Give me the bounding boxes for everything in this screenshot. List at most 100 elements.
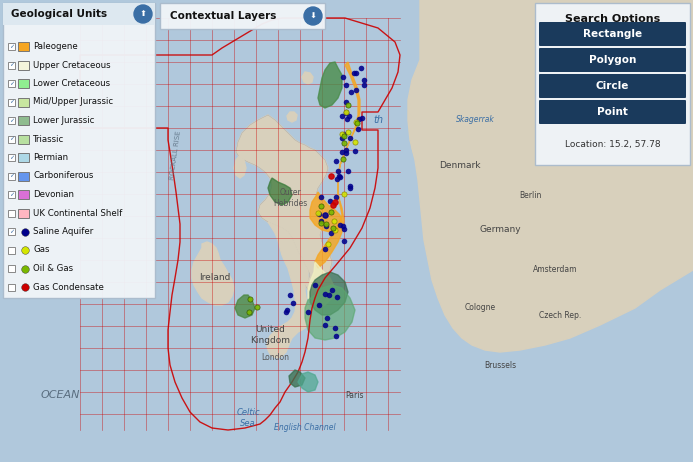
Point <box>244 308 255 316</box>
FancyBboxPatch shape <box>539 74 686 98</box>
Polygon shape <box>267 222 310 358</box>
Text: Skagerrak: Skagerrak <box>455 116 494 124</box>
Point <box>281 309 292 316</box>
Polygon shape <box>310 272 348 315</box>
Point <box>331 193 342 200</box>
Text: Location: 15.2, 57.78: Location: 15.2, 57.78 <box>565 140 660 150</box>
Point <box>350 69 361 76</box>
Point <box>315 217 326 225</box>
Bar <box>18 97 29 107</box>
Point <box>334 221 345 228</box>
Polygon shape <box>234 155 246 178</box>
Point <box>337 112 348 120</box>
Point <box>342 168 353 175</box>
Point <box>315 202 326 209</box>
Point <box>325 172 336 179</box>
Bar <box>18 61 29 69</box>
Point <box>328 224 339 231</box>
Point <box>352 120 363 127</box>
Point <box>329 325 340 332</box>
Point <box>327 202 338 209</box>
Polygon shape <box>192 242 234 305</box>
Bar <box>8 154 15 161</box>
Polygon shape <box>235 295 255 318</box>
Point <box>330 226 341 234</box>
Point <box>319 290 331 298</box>
Point <box>344 112 355 120</box>
Point <box>341 146 352 154</box>
Text: ✓: ✓ <box>9 62 14 67</box>
FancyBboxPatch shape <box>539 22 686 46</box>
Point <box>319 211 331 219</box>
Point <box>338 225 349 232</box>
Point <box>326 286 337 293</box>
Text: Polygon: Polygon <box>589 55 636 65</box>
Text: English Channel: English Channel <box>274 424 336 432</box>
Point <box>310 281 321 288</box>
Point <box>341 108 352 116</box>
Circle shape <box>134 5 152 23</box>
Point <box>344 184 356 191</box>
Point <box>331 332 342 340</box>
Bar <box>18 42 29 51</box>
Text: th: th <box>373 115 383 125</box>
Text: ⬆: ⬆ <box>139 10 146 18</box>
Point <box>331 157 342 164</box>
Bar <box>8 98 15 105</box>
FancyBboxPatch shape <box>535 3 690 165</box>
Text: Lower Jurassic: Lower Jurassic <box>33 116 94 125</box>
Text: ✓: ✓ <box>9 81 14 86</box>
Text: Amsterdam: Amsterdam <box>533 266 577 274</box>
Point <box>324 198 335 205</box>
Point <box>342 102 353 109</box>
FancyBboxPatch shape <box>539 48 686 72</box>
Text: ROCKALL RISE: ROCKALL RISE <box>168 130 182 180</box>
Point <box>353 126 364 133</box>
Point <box>245 295 256 302</box>
Point <box>340 98 351 105</box>
Bar <box>18 79 29 88</box>
Point <box>349 69 360 76</box>
Point <box>321 314 332 322</box>
Bar <box>8 80 15 87</box>
Point <box>350 86 361 94</box>
Bar <box>8 191 15 198</box>
Point <box>349 147 360 155</box>
Point <box>345 88 356 96</box>
Point <box>340 82 351 89</box>
Bar <box>18 190 29 199</box>
Text: Triassic: Triassic <box>33 134 64 144</box>
Bar <box>8 209 15 217</box>
Point <box>337 73 349 80</box>
Point <box>288 300 299 307</box>
Point <box>339 191 350 198</box>
Text: ✓: ✓ <box>9 192 14 197</box>
Point <box>351 119 362 126</box>
Point <box>338 139 349 146</box>
Point <box>339 130 350 138</box>
Bar <box>18 208 29 218</box>
Point <box>349 138 360 146</box>
Bar <box>8 135 15 142</box>
Point <box>252 303 263 310</box>
Point <box>344 182 356 190</box>
Bar <box>8 43 15 50</box>
Point <box>340 150 351 157</box>
Polygon shape <box>298 372 318 392</box>
Bar <box>18 116 29 125</box>
Text: ✓: ✓ <box>9 118 14 123</box>
Polygon shape <box>315 62 360 268</box>
Text: OCEAN: OCEAN <box>40 390 80 400</box>
Text: Berlin: Berlin <box>519 190 541 200</box>
Point <box>331 176 342 183</box>
Text: ✓: ✓ <box>9 174 14 178</box>
Point <box>334 173 345 180</box>
Point <box>338 133 349 140</box>
Point <box>332 294 343 301</box>
Bar <box>8 228 15 235</box>
Text: Cologne: Cologne <box>464 304 495 312</box>
Bar <box>8 61 15 68</box>
Polygon shape <box>318 62 342 108</box>
Polygon shape <box>408 0 693 352</box>
Bar <box>18 134 29 144</box>
